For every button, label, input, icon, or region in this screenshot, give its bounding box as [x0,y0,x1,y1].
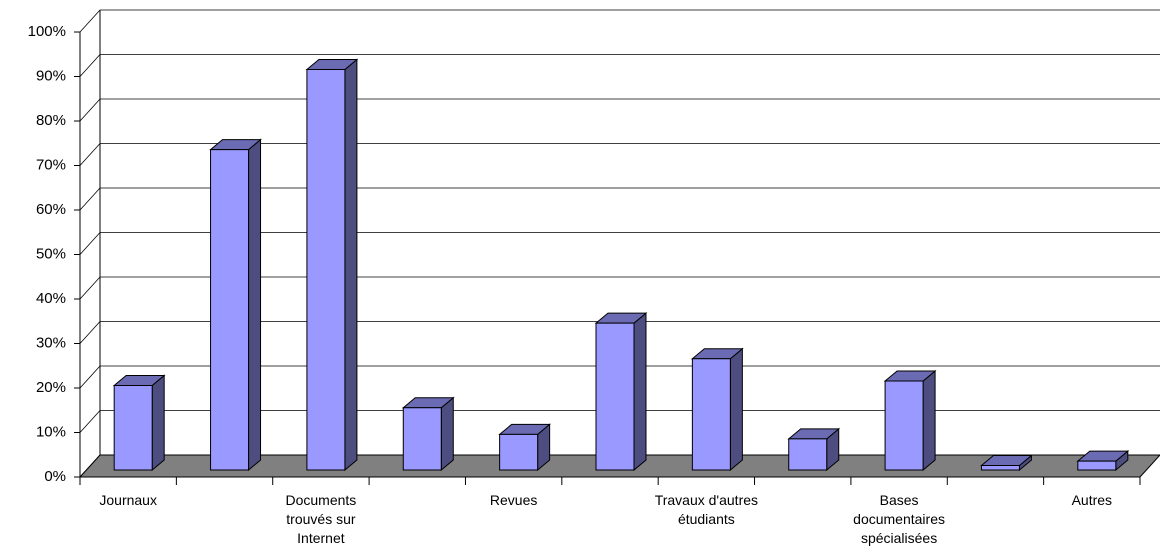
bar-side [729,347,743,472]
bar [883,369,937,472]
bar [690,347,744,472]
x-tick-label: Travaux d'autres étudiants [654,492,759,527]
bar [1076,450,1130,472]
y-tick-label: 40% [36,290,66,307]
grid-line [79,232,101,255]
bar [787,427,841,472]
y-tick-label: 90% [36,67,66,84]
x-tick-label: Revues [489,492,538,508]
grid-line [79,187,101,211]
y-tick-label: 80% [36,112,66,129]
bar-side [151,374,165,472]
bar-front [691,358,731,471]
y-tick-label: 60% [36,201,66,218]
bar-front [402,407,442,471]
x-tick-label: Bases documentaires spécialisées [853,492,945,546]
grid-line [79,98,101,122]
grid-line [79,54,101,77]
y-tick-label: 20% [36,379,66,396]
bar [980,454,1033,472]
bar-side [922,369,936,472]
bar [401,396,455,472]
x-tick-label: Documents trouvés sur Internet [285,492,357,546]
y-tick-label: 70% [36,156,66,173]
y-tick-label: 10% [36,423,66,440]
grid-line [79,143,101,166]
y-tick-label: 100% [28,23,66,40]
bar-front [884,380,924,471]
grid-line [79,321,101,344]
y-tick-label: 0% [44,468,66,485]
y-tick-label: 30% [36,334,66,351]
bar-front [788,438,828,471]
grid-line [79,454,101,478]
bar-front [306,69,346,471]
bar-front [210,149,250,471]
x-tick-label: Autres [1071,492,1113,508]
bar-side [440,396,454,472]
bar-front [595,322,635,471]
bar-side [344,58,358,472]
bar-front [113,384,153,471]
grid-line [79,9,101,33]
bar [305,58,359,472]
y-tick-label: 50% [36,245,66,262]
bar [498,423,552,472]
bar-front [1077,460,1117,471]
bar [209,138,262,472]
bar-side [248,138,262,472]
x-tick-label: Journaux [99,492,157,508]
bar-side [633,312,647,472]
bar [112,374,166,472]
bar-front [499,433,539,471]
grid-line [79,276,101,300]
bar [594,312,648,472]
grid-line [79,410,101,433]
bar-front [980,465,1020,471]
grid-line [79,365,101,389]
